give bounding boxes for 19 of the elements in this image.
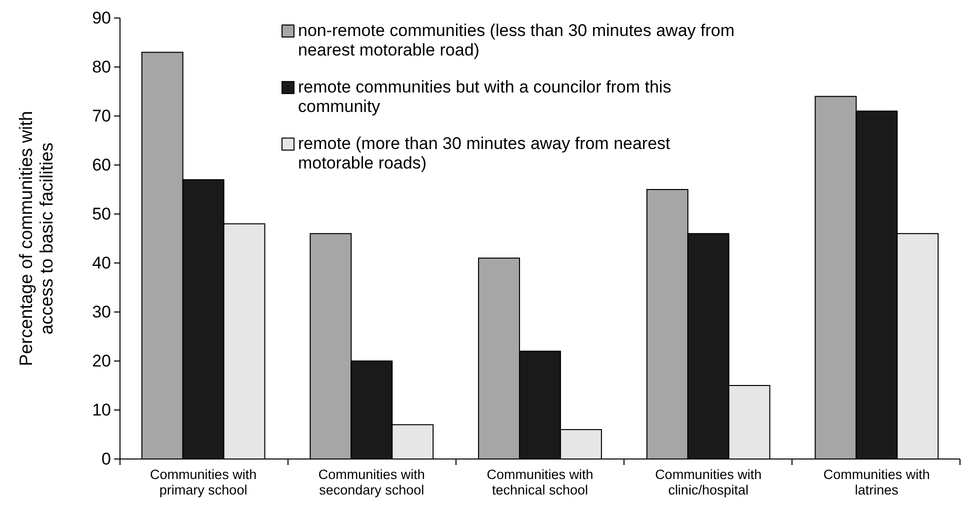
- y-tick-label: 0: [102, 449, 111, 468]
- y-tick-label: 40: [92, 253, 111, 272]
- y-tick-label: 80: [92, 57, 111, 76]
- legend-label: remote (more than 30 minutes away from nearest motorable roads): [298, 134, 671, 173]
- x-tick-label: Communities with secondary school: [318, 467, 425, 498]
- x-tick-label: Communities with primary school: [150, 467, 257, 498]
- y-tick-label: 50: [92, 204, 111, 224]
- legend-label: remote communities but with a councilor from this community: [298, 78, 672, 116]
- x-tick-label: Communities with clinic/hospital: [655, 467, 762, 498]
- y-tick-label: 60: [92, 155, 111, 174]
- x-tick-label: Communities with technical school: [486, 467, 594, 498]
- y-tick-label: 30: [92, 302, 111, 322]
- y-tick-label: 20: [92, 351, 111, 370]
- y-tick-label: 90: [92, 8, 111, 28]
- y-tick-label: 70: [92, 106, 111, 126]
- y-tick-label: 10: [92, 400, 111, 420]
- legend-label: non-remote communities (less than 30 minutes away from nearest motorable road): [298, 21, 735, 60]
- y-axis-title: Percentage of communities with access to basic facilities: [16, 110, 57, 366]
- x-tick-label: Communities with latrines: [823, 467, 930, 498]
